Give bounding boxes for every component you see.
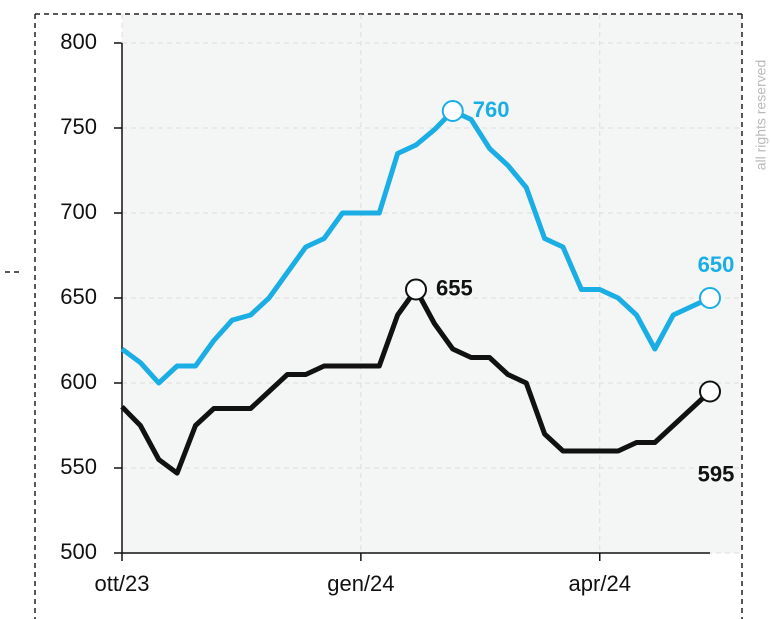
y-tick-label: 550	[60, 454, 97, 479]
highlight-point	[699, 287, 721, 309]
y-tick-label: 600	[60, 369, 97, 394]
y-tick-label: 500	[60, 539, 97, 564]
highlight-point	[405, 278, 427, 301]
y-tick-label: 700	[60, 199, 97, 224]
line-series	[120, 108, 712, 386]
x-tick-label: ott/23	[94, 571, 149, 596]
data-label: 595	[698, 461, 735, 486]
plot-background	[122, 14, 742, 553]
data-label: 760	[473, 97, 510, 122]
highlight-point	[441, 100, 464, 122]
data-label: 650	[698, 252, 735, 277]
x-tick-label: gen/24	[327, 571, 394, 596]
y-tick-label: 650	[60, 284, 97, 309]
data-label: 655	[436, 275, 473, 300]
side-note: all rights reserved	[753, 60, 769, 171]
frame	[5, 13, 743, 619]
x-tick-label: apr/24	[569, 571, 631, 596]
y-tick-label: 800	[60, 29, 97, 54]
y-tick-label: 750	[60, 114, 97, 139]
highlight-point	[699, 380, 721, 403]
